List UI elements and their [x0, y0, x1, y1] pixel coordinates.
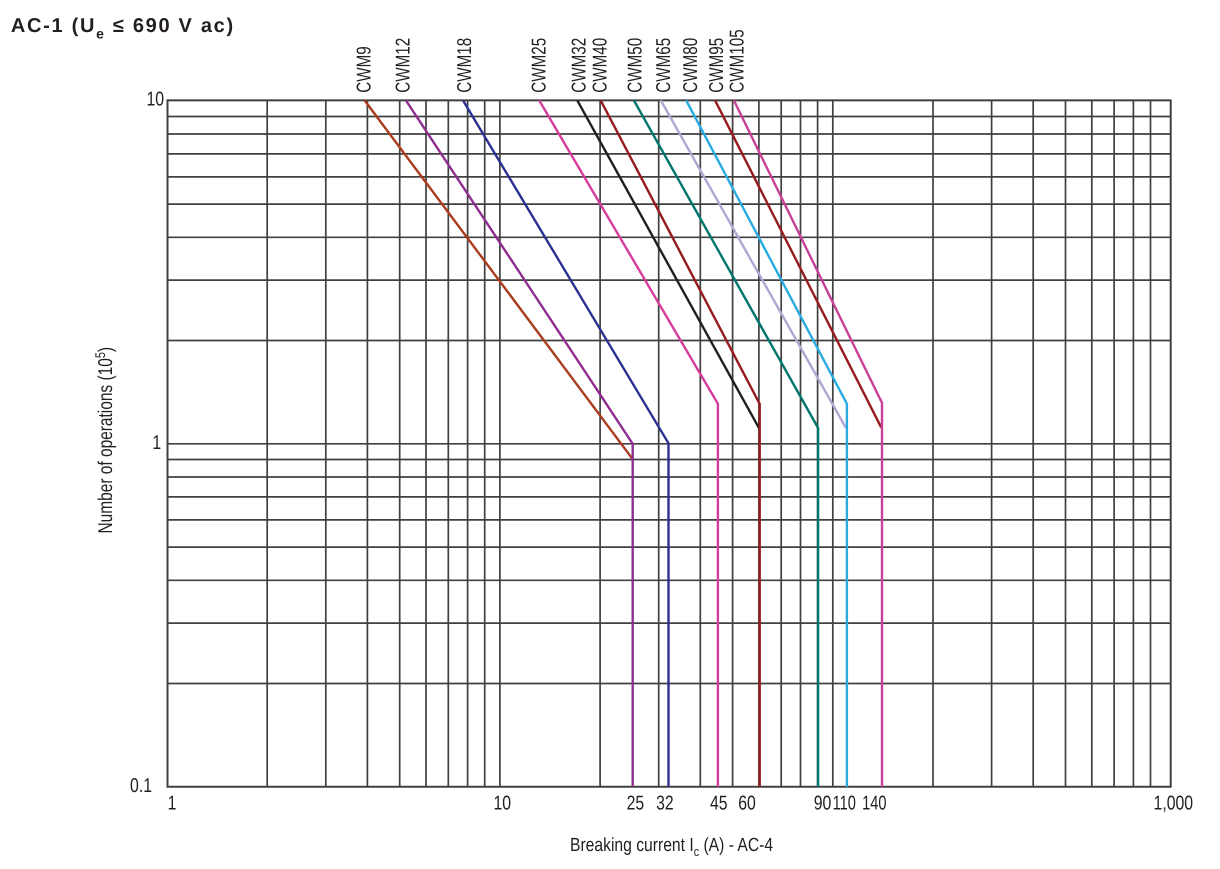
svg-text:CWM40: CWM40	[590, 38, 612, 93]
svg-text:CWM105: CWM105	[727, 29, 749, 92]
svg-text:CWM9: CWM9	[354, 46, 376, 92]
svg-text:1: 1	[168, 792, 177, 814]
svg-text:CWM18: CWM18	[454, 38, 476, 93]
svg-text:CWM80: CWM80	[680, 38, 702, 93]
svg-text:CWM50: CWM50	[624, 38, 646, 93]
svg-text:45: 45	[710, 792, 728, 814]
svg-text:110: 110	[833, 792, 856, 814]
svg-text:CWM32: CWM32	[568, 38, 590, 93]
svg-text:25: 25	[627, 792, 645, 814]
svg-text:Breaking current Ic (A) - AC-4: Breaking current Ic (A) - AC-4	[570, 835, 773, 859]
svg-text:CWM95: CWM95	[706, 38, 728, 93]
svg-text:AC-1 (Ue ≤ 690 V ac): AC-1 (Ue ≤ 690 V ac)	[11, 15, 235, 41]
svg-text:32: 32	[656, 792, 674, 814]
svg-text:60: 60	[738, 792, 756, 814]
svg-text:140: 140	[862, 792, 886, 814]
svg-text:0.1: 0.1	[130, 775, 152, 797]
svg-text:10: 10	[147, 89, 165, 111]
svg-text:10: 10	[494, 792, 512, 814]
svg-text:CWM65: CWM65	[653, 38, 675, 93]
svg-text:CWM12: CWM12	[393, 38, 415, 93]
svg-text:Number of operations (105): Number of operations (105)	[92, 347, 117, 533]
svg-text:1,000: 1,000	[1154, 792, 1194, 814]
svg-text:CWM25: CWM25	[528, 38, 550, 93]
svg-text:90: 90	[814, 792, 832, 814]
svg-text:1: 1	[152, 432, 161, 454]
